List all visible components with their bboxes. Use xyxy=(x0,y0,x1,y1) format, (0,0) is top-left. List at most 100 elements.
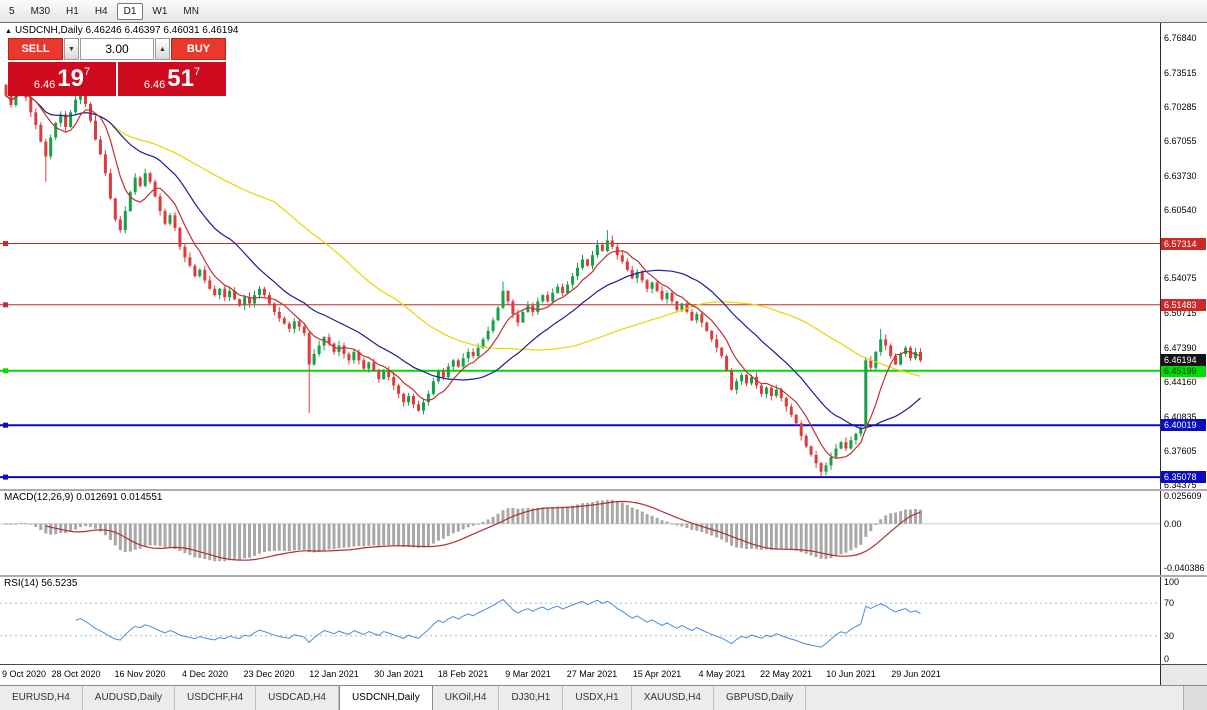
sell-price-prefix: 6.46 xyxy=(33,79,56,91)
time-axis-label: 22 May 2021 xyxy=(759,669,813,679)
price-axis-tick: 6.40835 xyxy=(1164,412,1197,422)
macd-header: MACD(12,26,9) 0.012691 0.014551 xyxy=(4,492,163,503)
macd-axis-label: -0.040386 xyxy=(1164,563,1205,573)
price-axis-tick: 6.76840 xyxy=(1164,33,1197,43)
macd-svg xyxy=(0,499,1160,562)
time-axis-label: 15 Apr 2021 xyxy=(632,669,682,679)
timeframe-button-d1[interactable]: D1 xyxy=(116,2,144,20)
price-axis-tick: 6.63730 xyxy=(1164,171,1197,181)
timeframe-button-w1[interactable]: W1 xyxy=(152,5,168,17)
price-axis-tick: 6.44160 xyxy=(1164,377,1197,387)
macd-row: MACD(12,26,9) 0.012691 0.014551 0.025609… xyxy=(0,491,1207,577)
chart-tab-eurusd-h4[interactable]: EURUSD,H4 xyxy=(0,686,83,710)
price-axis-tick: 6.67055 xyxy=(1164,136,1197,146)
sell-price-sup: 7 xyxy=(84,66,91,78)
macd-axis-label: 0.025609 xyxy=(1164,491,1202,501)
time-axis-label: 12 Jan 2021 xyxy=(309,669,359,679)
chart-tab-xauusd-h4[interactable]: XAUUSD,H4 xyxy=(631,686,714,710)
time-axis-label: 4 Dec 2020 xyxy=(181,669,229,679)
rsi-axis-label: 100 xyxy=(1164,577,1180,587)
ohlc-readout: 6.46246 6.46397 6.46031 6.46194 xyxy=(85,25,239,36)
chart-tab-dj30-h1[interactable]: DJ30,H1 xyxy=(499,686,564,710)
rsi-axis-label: 0 xyxy=(1164,654,1170,664)
timeframe-button-h1[interactable]: H1 xyxy=(66,5,79,17)
chart-tab-gbpusd-daily[interactable]: GBPUSD,Daily xyxy=(713,686,807,710)
timeframe-button-mn[interactable]: MN xyxy=(183,5,199,17)
symbol-title: USDCNH,Daily xyxy=(14,25,83,36)
window-resize-grip[interactable] xyxy=(1183,686,1207,710)
trade-prices-row: 6.46 19 7 6.46 51 7 xyxy=(8,62,226,96)
time-axis-label: 27 Mar 2021 xyxy=(566,669,618,679)
price-axis-tick: 6.37605 xyxy=(1164,446,1197,456)
chart-header: ▲ USDCNH,Daily 6.46246 6.46397 6.46031 6.… xyxy=(5,25,238,36)
rsi-panel[interactable]: RSI(14) 56.5235 xyxy=(0,577,1160,664)
price-axis-tick: 6.54075 xyxy=(1164,273,1197,283)
time-axis-label: 9 Mar 2021 xyxy=(505,669,551,679)
price-axis-tick: 6.47390 xyxy=(1164,343,1197,353)
timeframe-button-m30[interactable]: M30 xyxy=(30,5,51,17)
main-chart-row: ▲ USDCNH,Daily 6.46246 6.46397 6.46031 6.… xyxy=(0,23,1207,491)
buy-button[interactable]: BUY xyxy=(171,38,226,60)
current-price-badge: 6.46194 xyxy=(1161,354,1206,366)
chart-tab-usdx-h1[interactable]: USDX,H1 xyxy=(563,686,632,710)
volume-input[interactable] xyxy=(80,38,154,60)
buy-price-display[interactable]: 6.46 51 7 xyxy=(118,62,226,96)
collapse-trade-panel-icon[interactable]: ▲ xyxy=(5,28,12,35)
time-axis-label: 9 Oct 2020 xyxy=(2,669,47,679)
time-axis-label: 29 Jun 2021 xyxy=(891,669,941,679)
macd-axis: 0.025609 0.00 -0.040386 xyxy=(1160,491,1207,575)
volume-decrease-button[interactable]: ▼ xyxy=(64,38,79,60)
price-axis-tick: 6.34375 xyxy=(1164,480,1197,489)
rsi-header: RSI(14) 56.5235 xyxy=(4,578,78,589)
price-level-badge: 6.35078 xyxy=(1161,471,1206,483)
time-axis-label: 30 Jan 2021 xyxy=(374,669,424,679)
buy-price-sup: 7 xyxy=(194,66,201,78)
sell-button[interactable]: SELL xyxy=(8,38,63,60)
chart-tabbar: EURUSD,H4 AUDUSD,Daily USDCHF,H4 USDCAD,H4 U… xyxy=(0,685,1207,710)
time-axis-label: 28 Oct 2020 xyxy=(51,669,101,679)
price-level-badge: 6.57314 xyxy=(1161,238,1206,250)
volume-increase-button[interactable]: ▲ xyxy=(155,38,170,60)
axis-corner xyxy=(1160,665,1207,685)
price-level-badge: 6.51483 xyxy=(1161,299,1206,311)
chart-tab-ukoil-h4[interactable]: UKOil,H4 xyxy=(432,686,500,710)
time-axis-label: 23 Dec 2020 xyxy=(243,669,295,679)
main-price-axis[interactable]: 6.76840 6.73515 6.70285 6.67055 6.63730 6.605… xyxy=(1160,23,1207,489)
tabs-container: EURUSD,H4 AUDUSD,Daily USDCHF,H4 USDCAD,H4 U… xyxy=(0,686,1183,710)
time-axis-label: 18 Feb 2021 xyxy=(437,669,489,679)
timeframe-button-h4[interactable]: H4 xyxy=(94,5,108,17)
rsi-svg xyxy=(0,598,1160,648)
chart-tab-usdcnh-daily[interactable]: USDCNH,Daily xyxy=(338,686,433,710)
time-axis-label: 10 Jun 2021 xyxy=(826,669,876,679)
price-axis-tick: 6.50715 xyxy=(1164,308,1197,318)
trade-controls-row: SELL ▼ ▲ BUY xyxy=(8,38,226,60)
buy-price-big: 51 xyxy=(167,65,194,92)
rsi-axis-label: 30 xyxy=(1164,631,1175,641)
rsi-axis: 100 70 30 0 xyxy=(1160,577,1207,664)
time-axis-label: 16 Nov 2020 xyxy=(114,669,166,679)
macd-axis-label: 0.00 xyxy=(1164,519,1182,529)
price-level-badge: 6.40019 xyxy=(1161,419,1206,431)
chart-tab-usdchf-h4[interactable]: USDCHF,H4 xyxy=(175,686,257,710)
price-axis-tick: 6.73515 xyxy=(1164,68,1197,78)
time-axis-label: 4 May 2021 xyxy=(698,669,746,679)
price-axis-tick: 6.70285 xyxy=(1164,102,1197,112)
chart-tab-usdcad-h4[interactable]: USDCAD,H4 xyxy=(256,686,339,710)
sell-price-big: 19 xyxy=(57,65,84,92)
rsi-axis-label: 70 xyxy=(1164,598,1175,608)
sell-price-display[interactable]: 6.46 19 7 xyxy=(8,62,116,96)
rsi-row: RSI(14) 56.5235 100 70 30 0 xyxy=(0,577,1207,665)
chart-tab-audusd-daily[interactable]: AUDUSD,Daily xyxy=(82,686,176,710)
price-level-badge: 6.45199 xyxy=(1161,365,1206,377)
price-chart[interactable]: ▲ USDCNH,Daily 6.46246 6.46397 6.46031 6.… xyxy=(0,23,1160,489)
price-axis-tick: 6.60540 xyxy=(1164,205,1197,215)
buy-price-prefix: 6.46 xyxy=(143,79,166,91)
macd-panel[interactable]: MACD(12,26,9) 0.012691 0.014551 xyxy=(0,491,1160,575)
price-chart-svg xyxy=(0,72,1160,480)
timeframe-button-5[interactable]: 5 xyxy=(9,5,15,17)
time-axis-row: 9 Oct 2020 28 Oct 2020 16 Nov 2020 4 Dec 20… xyxy=(0,665,1207,685)
timeframe-toolbar: 5 M30 H1 H4 D1 W1 MN xyxy=(0,0,1207,23)
time-axis[interactable]: 9 Oct 2020 28 Oct 2020 16 Nov 2020 4 Dec 20… xyxy=(0,665,1160,685)
